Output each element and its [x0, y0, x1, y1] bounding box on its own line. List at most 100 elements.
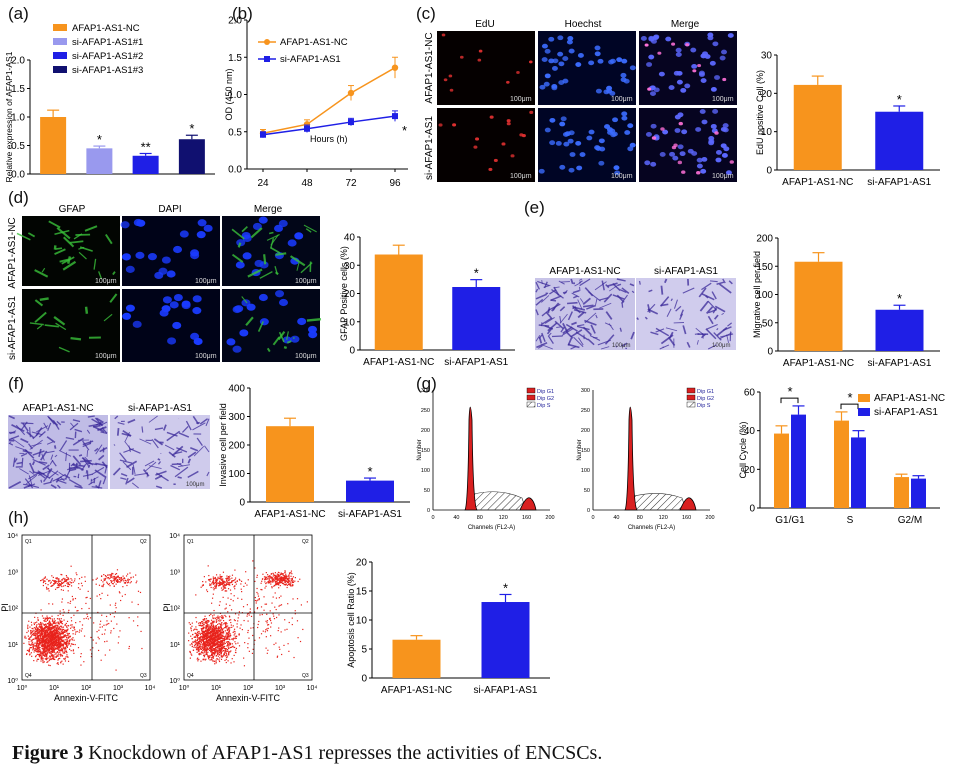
- event-dot: [51, 650, 53, 652]
- cell-strand: [570, 329, 583, 338]
- cell-strand: [566, 301, 578, 305]
- event-dot: [200, 648, 203, 651]
- event-dot: [201, 585, 204, 587]
- event-dot: [220, 648, 222, 650]
- gfap-fiber: [305, 228, 312, 233]
- event-dot: [62, 651, 64, 653]
- event-dot: [229, 575, 231, 577]
- event-dot: [124, 577, 126, 580]
- event-dot: [208, 636, 210, 639]
- event-dot: [229, 642, 231, 645]
- event-dot: [53, 634, 55, 636]
- event-dot: [126, 582, 129, 584]
- event-dot: [206, 635, 208, 637]
- event-dot: [49, 582, 52, 584]
- event-dot: [218, 646, 220, 648]
- event-dot: [252, 634, 254, 637]
- event-dot: [61, 574, 63, 576]
- event-dot: [224, 582, 226, 584]
- event-dot: [59, 633, 61, 635]
- event-dot: [60, 589, 62, 591]
- event-dot: [48, 590, 50, 592]
- event-dot: [42, 659, 44, 661]
- cell-nucleus: [241, 232, 251, 240]
- event-dot: [115, 579, 117, 581]
- cell-strand: [126, 460, 138, 468]
- event-dot: [219, 643, 221, 645]
- event-dot: [202, 634, 204, 636]
- event-dot: [73, 652, 75, 654]
- event-dot: [206, 648, 208, 650]
- event-dot: [256, 574, 258, 576]
- event-dot: [49, 631, 51, 633]
- event-dot: [227, 575, 230, 578]
- scale-bar-label: 100μm: [712, 173, 734, 180]
- event-dot: [227, 632, 229, 634]
- event-dot: [44, 637, 46, 639]
- y-tick-label: 30: [344, 261, 356, 272]
- cell-strand: [85, 469, 88, 474]
- cell-strand: [659, 296, 670, 307]
- event-dot: [203, 623, 205, 626]
- x-tick-label: 10⁴: [145, 685, 156, 692]
- event-dot: [280, 573, 282, 575]
- cell-strand: [96, 417, 104, 424]
- event-dot: [229, 634, 231, 637]
- cell-nucleus: [192, 307, 202, 315]
- event-dot: [209, 647, 211, 649]
- event-dot: [41, 643, 43, 645]
- event-dot: [204, 622, 206, 624]
- event-dot: [217, 617, 219, 620]
- event-dot: [205, 620, 208, 623]
- event-dot: [32, 632, 35, 634]
- event-dot: [217, 642, 219, 644]
- event-dot: [294, 610, 296, 612]
- y-axis-label: Cell Cycle (%): [738, 421, 748, 478]
- event-dot: [275, 577, 277, 579]
- event-dot: [50, 650, 52, 653]
- event-dot: [212, 629, 215, 631]
- event-dot: [51, 630, 53, 633]
- event-dot: [44, 620, 46, 622]
- event-dot: [89, 649, 92, 651]
- event-dot: [70, 624, 72, 626]
- event-dot: [224, 614, 226, 617]
- legend-label: AFAP1-AS1-NC: [280, 37, 348, 48]
- event-dot: [26, 653, 28, 655]
- cell-strand: [82, 440, 94, 446]
- gfap-fiber: [69, 240, 84, 244]
- event-dot: [72, 599, 74, 601]
- event-dot: [306, 601, 308, 603]
- event-dot: [289, 581, 291, 583]
- event-dot: [222, 627, 224, 630]
- event-dot: [50, 618, 52, 620]
- event-dot: [32, 646, 34, 648]
- event-dot: [204, 659, 206, 661]
- event-dot: [95, 578, 97, 580]
- event-dot: [221, 656, 223, 658]
- event-dot: [221, 617, 223, 620]
- cell-nucleus: [441, 33, 446, 37]
- event-dot: [132, 576, 135, 578]
- x-tick-label: 120: [659, 515, 668, 521]
- y-axis-label: Invasive cell per field: [218, 403, 228, 487]
- event-dot: [203, 651, 205, 653]
- event-dot: [56, 644, 58, 646]
- event-dot: [28, 620, 30, 622]
- cell-strand: [77, 473, 80, 478]
- y-tick-label: 20: [356, 558, 368, 569]
- cell-strand: [707, 344, 717, 350]
- event-dot: [35, 641, 38, 643]
- cell-strand: [50, 484, 57, 489]
- cell-nucleus: [710, 123, 717, 129]
- event-dot: [260, 588, 262, 591]
- event-dot: [212, 649, 214, 651]
- event-dot: [209, 634, 211, 636]
- event-dot: [67, 585, 70, 588]
- event-dot: [70, 620, 73, 622]
- event-dot: [83, 618, 85, 620]
- cell-nucleus: [239, 329, 249, 337]
- event-dot: [75, 572, 77, 574]
- cell-nucleus: [274, 224, 284, 233]
